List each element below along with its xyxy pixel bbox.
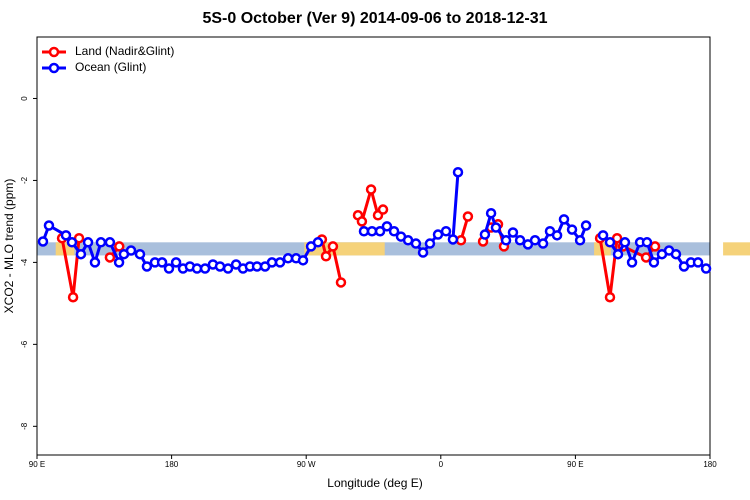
data-point <box>365 184 377 195</box>
data-point <box>37 236 49 247</box>
data-point <box>417 247 429 258</box>
data-point <box>485 207 497 219</box>
x-tick-label: 90 W <box>297 460 316 469</box>
data-point <box>670 248 682 260</box>
data-point <box>692 257 704 268</box>
data-point <box>381 221 393 232</box>
data-point <box>67 291 79 303</box>
data-point <box>537 238 549 249</box>
data-point <box>619 237 631 248</box>
data-point <box>327 241 339 252</box>
data-point <box>66 237 78 248</box>
y-tick-label: -6 <box>20 340 29 348</box>
data-point <box>410 238 422 249</box>
data-point <box>597 230 609 241</box>
data-point <box>479 229 491 240</box>
data-point <box>551 230 563 241</box>
highlight-span <box>723 242 750 256</box>
data-point <box>125 245 137 256</box>
legend-label: Ocean (Glint) <box>75 60 146 74</box>
data-point <box>529 235 541 246</box>
data-point <box>462 211 474 222</box>
data-point <box>312 237 324 248</box>
data-point <box>75 248 87 260</box>
data-point <box>95 237 107 248</box>
data-point <box>641 237 653 248</box>
data-point <box>104 237 116 248</box>
data-point <box>452 166 464 178</box>
data-point <box>507 227 519 238</box>
data-point <box>514 235 526 246</box>
data-point <box>134 248 146 260</box>
data-point <box>649 241 661 252</box>
data-point <box>163 263 175 274</box>
data-point <box>640 252 652 263</box>
plot-frame <box>36 36 711 456</box>
x-tick-label: 180 <box>703 460 717 469</box>
data-point <box>214 261 226 272</box>
data-point <box>199 263 211 274</box>
x-axis-label: Longitude (deg E) <box>327 476 422 490</box>
data-point <box>170 257 182 268</box>
x-tick-label: 90 E <box>567 460 583 469</box>
data-point <box>374 225 386 237</box>
data-point <box>104 252 116 263</box>
legend-label: Land (Nadir&Glint) <box>75 44 174 58</box>
data-point <box>604 237 616 248</box>
data-point <box>320 250 332 262</box>
data-point <box>612 248 624 260</box>
data-point <box>648 257 660 268</box>
x-tick-label: 0 <box>439 460 444 469</box>
data-point <box>113 257 125 268</box>
data-point <box>424 238 436 249</box>
data-point <box>156 257 168 268</box>
data-point <box>604 291 616 303</box>
data-point <box>388 225 400 237</box>
data-point <box>274 257 286 268</box>
x-tick-label: 180 <box>165 460 179 469</box>
data-point <box>432 229 444 240</box>
x-tick-label: 90 E <box>29 460 45 469</box>
data-point <box>500 235 512 246</box>
data-point <box>141 261 153 272</box>
data-point <box>297 255 309 266</box>
data-point <box>222 263 234 274</box>
data-point <box>700 263 712 274</box>
data-point <box>558 214 570 225</box>
data-point <box>580 220 592 231</box>
data-point <box>626 257 638 268</box>
data-point <box>335 277 347 288</box>
series-line <box>320 239 343 283</box>
y-tick-label: 0 <box>20 96 29 101</box>
data-point <box>447 234 459 245</box>
data-point <box>377 204 389 215</box>
y-axis-label: XCO2 - MLO trend (ppm) <box>2 179 16 314</box>
data-point <box>490 222 502 233</box>
data-point <box>60 230 72 241</box>
data-point <box>82 237 94 248</box>
data-point <box>89 257 101 268</box>
data-point <box>114 241 125 252</box>
data-point <box>43 220 55 231</box>
data-point <box>566 224 578 235</box>
data-point <box>356 216 368 227</box>
data-point <box>440 225 452 237</box>
legend-marker <box>48 46 60 58</box>
y-tick-label: -2 <box>20 176 29 184</box>
legend-marker <box>48 62 60 74</box>
data-point <box>574 235 586 246</box>
y-tick-label: -8 <box>20 422 29 430</box>
y-tick-label: -4 <box>20 258 29 266</box>
chart-title: 5S-0 October (Ver 9) 2014-09-06 to 2018-… <box>202 10 547 27</box>
data-point <box>455 235 467 246</box>
